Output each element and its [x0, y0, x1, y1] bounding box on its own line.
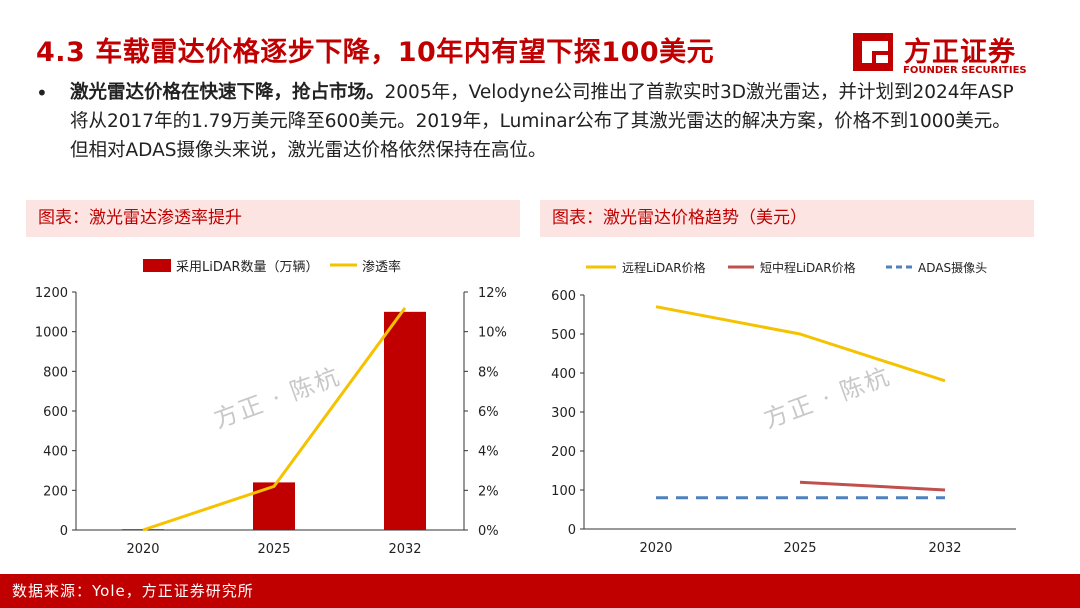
bullet-body: 2005年，Velodyne公司推出了首款实时3D激光雷达，并计划到2024年A… [70, 82, 1014, 161]
y-tick-label: 500 [551, 328, 576, 343]
y2-tick-label: 10% [478, 326, 507, 341]
short-mid-range-lidar-line [799, 480, 946, 492]
legend-swatch-bar [143, 259, 171, 272]
y-tick-label: 600 [551, 289, 576, 304]
bullet-dot: • [36, 81, 48, 105]
y-tick-label: 100 [551, 484, 576, 499]
y-tick-label: 200 [551, 445, 576, 460]
y-tick-label: 400 [551, 367, 576, 382]
y-tick-label: 0 [60, 524, 68, 539]
legend-label-adas-camera-line: ADAS摄像头 [918, 260, 987, 275]
y-tick-label: 400 [43, 445, 68, 460]
long-range-lidar-line [655, 305, 946, 383]
right-chart-title: 图表：激光雷达价格趋势（美元） [540, 200, 1034, 237]
y2-tick-label: 0% [478, 524, 499, 539]
bullet-lead: 激光雷达价格在快速下降，抢占市场。 [70, 82, 385, 103]
y2-tick-label: 8% [478, 365, 499, 380]
page-title: 4.3 车载雷达价格逐步下降，10年内有望下探100美元 [36, 37, 715, 68]
x-tick-label: 2020 [639, 541, 672, 556]
y2-tick-label: 6% [478, 405, 499, 420]
logo-text-en: FOUNDER SECURITIES [903, 65, 1027, 76]
y-tick-label: 0 [568, 523, 576, 538]
source-footer: 数据来源：Yole，方正证券研究所 [0, 574, 1080, 608]
left-chart-title: 图表：激光雷达渗透率提升 [26, 200, 520, 237]
bullet-paragraph: • 激光雷达价格在快速下降，抢占市场。2005年，Velodyne公司推出了首款… [36, 78, 1026, 165]
y-tick-label: 200 [43, 484, 68, 499]
legend-label-long-range-lidar-line: 远程LiDAR价格 [622, 260, 706, 275]
x-tick-label: 2020 [126, 542, 159, 557]
y-tick-label: 600 [43, 405, 68, 420]
y2-tick-label: 12% [478, 286, 507, 301]
penetration-rate-line [142, 306, 407, 532]
legend-label-short-mid-range-lidar-line: 短中程LiDAR价格 [760, 260, 856, 275]
legend-label-line: 渗透率 [362, 259, 401, 275]
logo-text-cn: 方正证券 [904, 37, 1016, 68]
company-logo: 方正证券 FOUNDER SECURITIES [850, 30, 1027, 78]
logo-mark-icon [853, 33, 893, 71]
x-tick-label: 2032 [928, 541, 961, 556]
x-tick-label: 2032 [388, 542, 421, 557]
y-tick-label: 1000 [35, 326, 68, 341]
y-tick-label: 1200 [35, 286, 68, 301]
lidar-volume-bar [384, 311, 426, 530]
x-tick-label: 2025 [257, 542, 290, 557]
y-tick-label: 800 [43, 365, 68, 380]
bullet-text: 激光雷达价格在快速下降，抢占市场。2005年，Velodyne公司推出了首款实时… [70, 78, 1026, 165]
y2-tick-label: 2% [478, 484, 499, 499]
legend-label-bar: 采用LiDAR数量（万辆） [176, 260, 319, 275]
y-tick-label: 300 [551, 406, 576, 421]
y2-tick-label: 4% [478, 445, 499, 460]
x-tick-label: 2025 [783, 541, 816, 556]
